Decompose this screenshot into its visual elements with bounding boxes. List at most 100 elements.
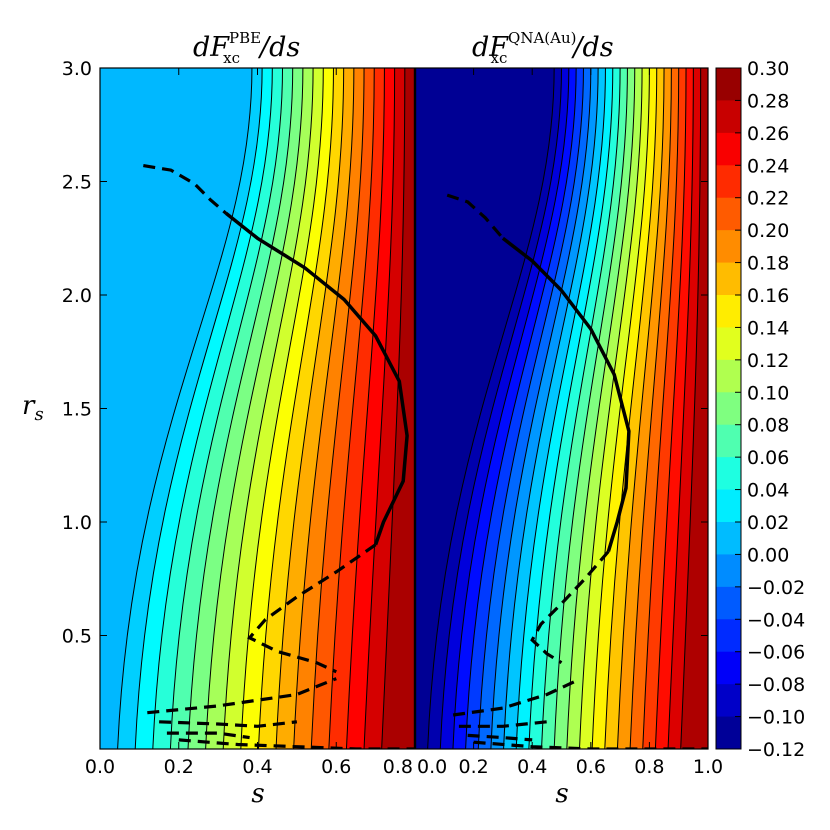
colorbar-band	[716, 100, 741, 134]
colorbar-band	[716, 554, 741, 588]
x-tick-label: 0.4	[242, 756, 272, 778]
colorbar-tick-label: 0.18	[747, 253, 789, 275]
contour-line	[578, 68, 643, 749]
y-axis: 0.5 1.0 1.5 2.0 2.5 3.0	[62, 58, 708, 648]
colorbar-tick-label: −0.02	[747, 577, 805, 599]
dashed-curve	[159, 720, 298, 728]
qna-title: dFQNA(Au) xc/ds	[472, 29, 614, 67]
contour-line	[553, 68, 628, 749]
qna-panel	[415, 68, 708, 749]
colorbar-band	[716, 359, 741, 393]
colorbar-band	[716, 522, 741, 555]
contour-line	[310, 68, 365, 749]
colorbar-band	[716, 68, 741, 101]
y-tick-label: 1.5	[62, 399, 92, 421]
colorbar-band	[716, 295, 741, 328]
colorbar-ticks: 0.30 0.28 0.26 0.24 0.22 0.20 0.18 0.16 0.14 0.12…	[735, 58, 805, 761]
x-tick-label: 0.6	[321, 756, 351, 778]
x-tick-label: 0.4	[517, 756, 547, 778]
colorbar-band	[716, 651, 741, 685]
colorbar-band	[716, 457, 741, 491]
colorbar-tick-label: 0.12	[747, 350, 789, 372]
contour-line	[381, 68, 406, 749]
contour-line	[515, 68, 606, 749]
colorbar-tick-label: 0.26	[747, 123, 789, 145]
x-tick-label: 0.8	[383, 756, 413, 778]
contour-line	[654, 68, 687, 749]
colorbar-band	[716, 262, 741, 296]
pbe-overlay-curves	[143, 164, 415, 749]
contour-line	[152, 68, 273, 749]
colorbar-tick-label: 0.16	[747, 285, 789, 307]
pbe-contour-fill	[100, 68, 415, 749]
contour-line	[642, 68, 680, 749]
colorbar-band	[716, 684, 741, 718]
qna-contour-lines	[427, 68, 702, 749]
y-tick-label: 2.5	[62, 172, 92, 194]
dashed-curve	[452, 679, 577, 717]
colorbar-band	[716, 132, 741, 166]
colorbar-tick-label: −0.06	[747, 642, 805, 664]
colorbar-band	[716, 619, 741, 653]
y-tick-label: 3.0	[62, 58, 92, 80]
qna-contour-fill	[415, 68, 708, 749]
pbe-x-axis: 0.0 0.2 0.4 0.6 0.8	[85, 68, 416, 778]
colorbar-tick-label: 0.02	[747, 512, 789, 534]
contour-line	[680, 68, 702, 749]
solid-curve	[501, 236, 631, 553]
contour-line	[187, 68, 294, 749]
contour-line	[427, 68, 555, 749]
contour-line	[477, 68, 584, 749]
contour-line	[490, 68, 592, 749]
contour-line	[528, 68, 614, 749]
contour-line	[222, 68, 314, 749]
colorbar-tick-label: 0.06	[747, 447, 789, 469]
contour-line	[293, 68, 355, 749]
colorbar-tick-label: 0.22	[747, 188, 789, 210]
contour-band	[680, 68, 708, 749]
x-tick-label: 0.2	[458, 756, 488, 778]
contour-line	[205, 68, 304, 749]
x-tick-label: 0.2	[164, 756, 194, 778]
colorbar-band	[716, 392, 741, 426]
colorbar-band	[716, 716, 741, 750]
x-tick-label: 0.6	[576, 756, 606, 778]
qna-x-axis: 0.0 0.2 0.4 0.6 0.8 1.0	[414, 68, 723, 778]
contour-line	[257, 68, 334, 749]
colorbar-fill	[716, 68, 741, 750]
colorbar-tick-label: 0.30	[747, 58, 789, 80]
pbe-x-axis-label: s	[251, 779, 264, 809]
contour-line	[452, 68, 570, 749]
contour-line	[117, 68, 253, 749]
pbe-title: dFPBE xc/ds	[193, 29, 300, 67]
contour-line	[604, 68, 658, 749]
colorbar-tick-label: 0.10	[747, 382, 789, 404]
colorbar-tick-label: 0.08	[747, 415, 789, 437]
x-tick-label: 0.0	[417, 756, 447, 778]
contour-line	[275, 68, 345, 749]
colorbar-tick-label: 0.14	[747, 317, 789, 339]
contour-line	[169, 68, 284, 749]
contour-line	[667, 68, 694, 749]
colorbar-frame	[715, 67, 742, 750]
y-tick-label: 1.0	[62, 512, 92, 534]
contour-line	[134, 68, 263, 749]
colorbar-band	[716, 165, 741, 199]
dashed-curve	[458, 720, 548, 728]
y-axis-label: rs	[22, 391, 44, 425]
contour-line	[591, 68, 650, 749]
dashed-curve	[446, 193, 505, 240]
x-tick-label: 1.0	[693, 756, 723, 778]
colorbar-band	[716, 489, 741, 523]
contour-line	[240, 68, 324, 749]
dashed-curve	[178, 738, 415, 749]
dashed-curve	[143, 164, 228, 215]
x-tick-label: 0.0	[85, 756, 115, 778]
colorbar-tick-label: 0.20	[747, 220, 789, 242]
colorbar-tick-label: 0.04	[747, 480, 789, 502]
colorbar-tick-label: −0.12	[747, 739, 805, 761]
solid-curve	[224, 211, 409, 546]
colorbar-tick-label: 0.24	[747, 155, 789, 177]
colorbar: 0.30 0.28 0.26 0.24 0.22 0.20 0.18 0.16 0.14 0.12…	[715, 58, 805, 761]
dashed-curve	[147, 677, 337, 715]
